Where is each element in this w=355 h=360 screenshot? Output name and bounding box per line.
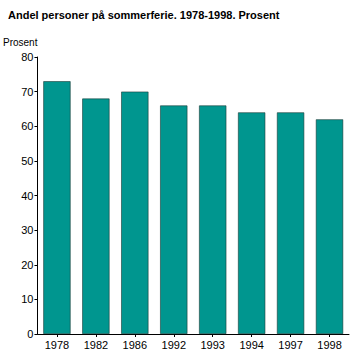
svg-text:Prosent: Prosent: [3, 37, 38, 48]
svg-text:1998: 1998: [317, 339, 341, 351]
svg-text:80: 80: [21, 51, 33, 63]
svg-text:1992: 1992: [162, 339, 186, 351]
svg-text:1982: 1982: [84, 339, 108, 351]
svg-text:1978: 1978: [45, 339, 69, 351]
svg-text:50: 50: [21, 155, 33, 167]
svg-text:0: 0: [27, 328, 33, 340]
svg-text:1994: 1994: [239, 339, 263, 351]
svg-text:1997: 1997: [278, 339, 302, 351]
svg-text:1993: 1993: [200, 339, 224, 351]
svg-text:10: 10: [21, 293, 33, 305]
svg-text:60: 60: [21, 120, 33, 132]
svg-text:70: 70: [21, 86, 33, 98]
svg-text:1986: 1986: [123, 339, 147, 351]
svg-text:20: 20: [21, 259, 33, 271]
svg-text:40: 40: [21, 190, 33, 202]
svg-text:30: 30: [21, 224, 33, 236]
svg-text:Andel personer på sommerferie.: Andel personer på sommerferie. 1978-1998…: [8, 9, 280, 21]
